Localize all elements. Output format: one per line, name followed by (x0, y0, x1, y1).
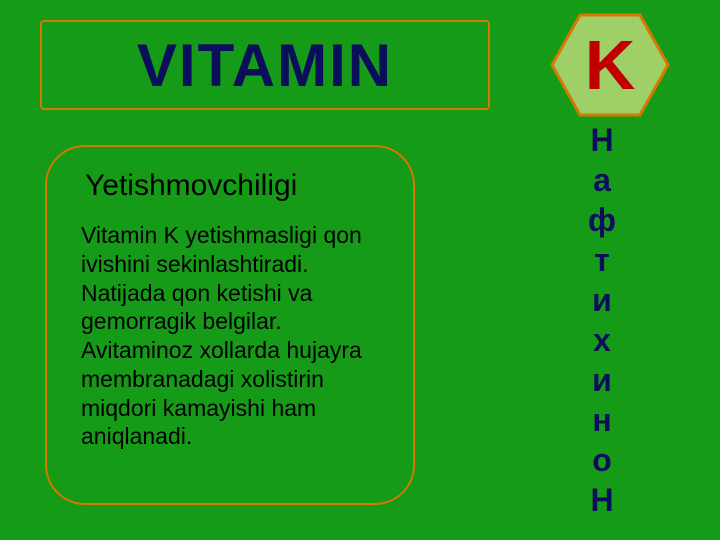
vertical-letter: и (592, 360, 612, 400)
hexagon-shape: K (550, 13, 670, 117)
hexagon-letter: K (585, 25, 636, 105)
title-text: VITAMIN (137, 31, 393, 100)
info-body: Vitamin K yetishmasligi qon ivishini sek… (75, 221, 385, 451)
vertical-letter: ф (588, 200, 616, 240)
vertical-letter: Н (590, 120, 613, 160)
info-heading: Yetishmovchiligi (75, 169, 385, 203)
vertical-letter: Н (590, 480, 613, 520)
vertical-letter: т (594, 240, 610, 280)
title-box: VITAMIN (40, 20, 490, 110)
vertical-letter: а (593, 160, 611, 200)
vertical-letter: н (592, 400, 611, 440)
vertical-letter: х (593, 320, 611, 360)
vertical-letter: и (592, 280, 612, 320)
vertical-word: Н а ф т и х и н о Н (588, 120, 616, 520)
vertical-letter: о (592, 440, 612, 480)
info-box: Yetishmovchiligi Vitamin K yetishmasligi… (45, 145, 415, 505)
hexagon-badge: K (540, 5, 680, 125)
